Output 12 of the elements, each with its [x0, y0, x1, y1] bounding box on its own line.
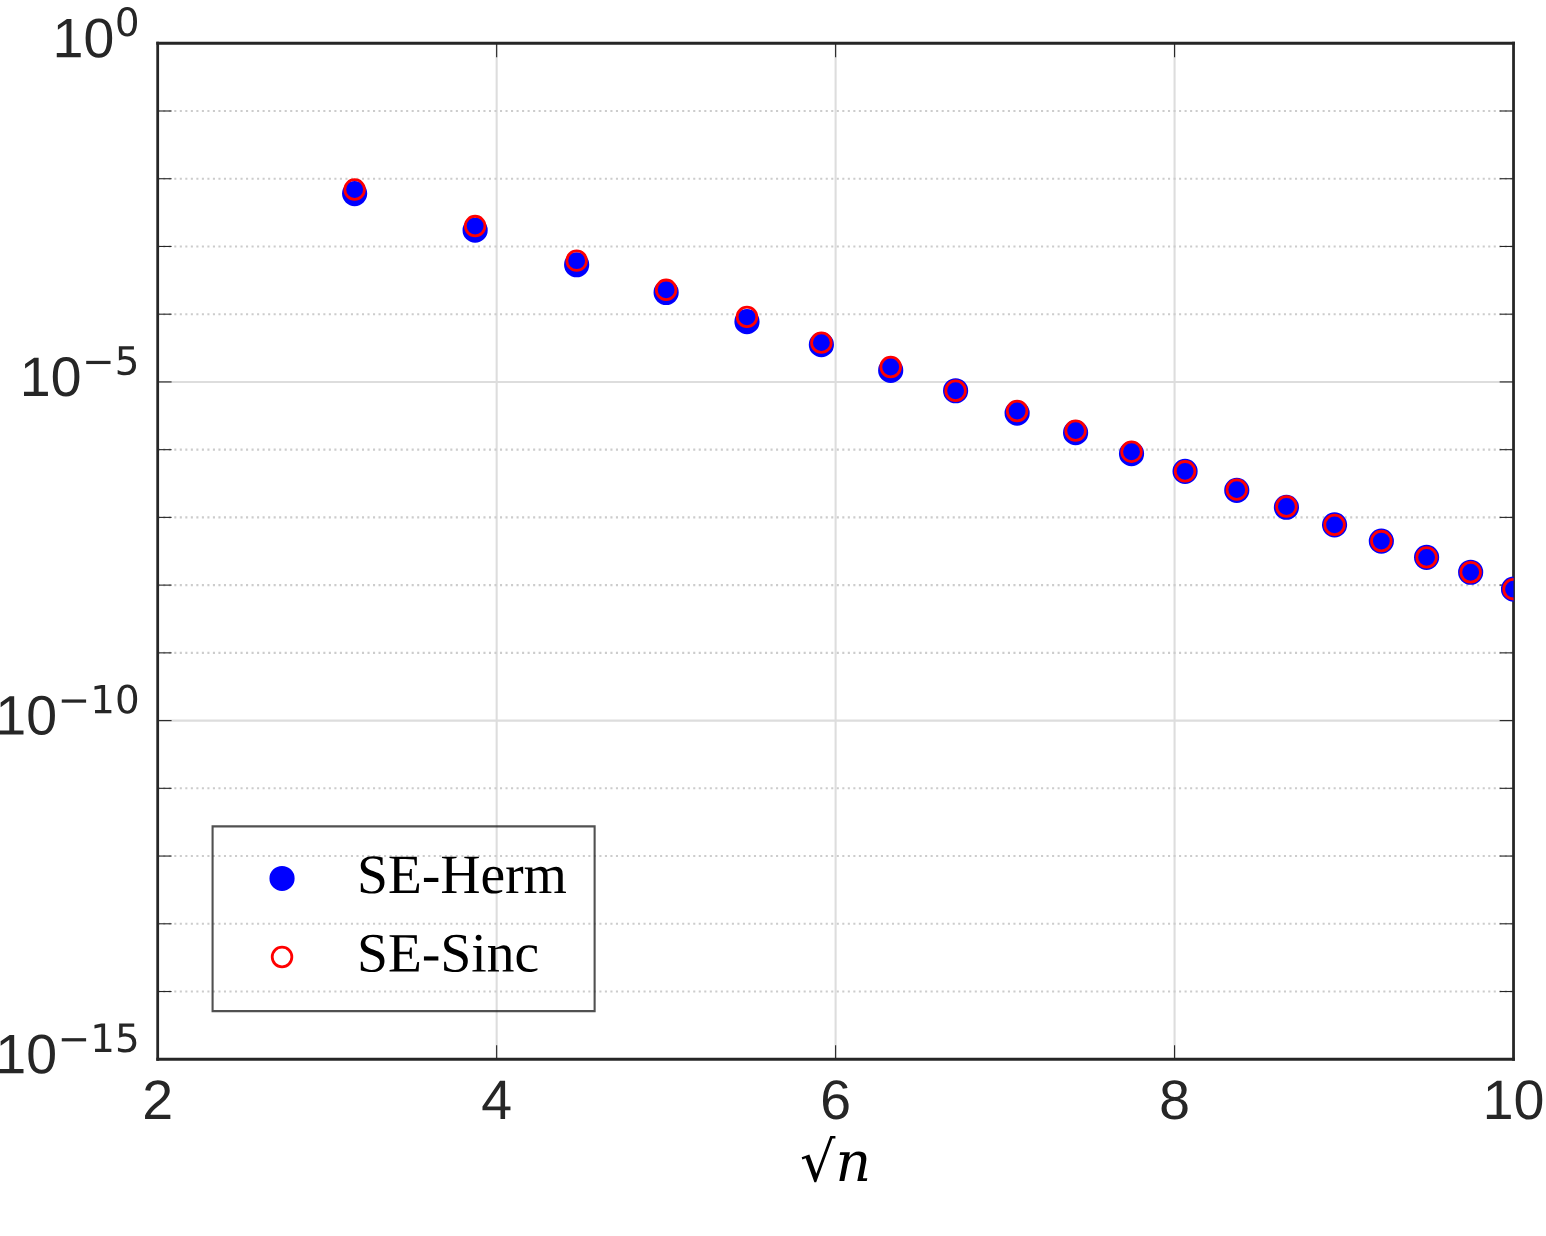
x-tick-label: 2 — [145, 1080, 171, 1119]
x-axis-title: √n — [801, 1135, 868, 1183]
x-tick-label: 6 — [822, 1080, 849, 1120]
y-tick-label: 10$^{−15}$ — [0, 1023, 137, 1074]
legend-label: SE-Herm — [360, 856, 566, 894]
x-tick-label: 10 — [1486, 1080, 1543, 1120]
x-tick-label: 8 — [1161, 1080, 1188, 1120]
legend-label: SE-Sinc — [360, 934, 538, 973]
y-tick-label: 10$^{−5}$ — [23, 346, 137, 397]
x-tick-label: 4 — [482, 1080, 511, 1119]
y-tick-label: 10$^{−10}$ — [0, 684, 138, 736]
y-tick-label: 10$^{0}$ — [56, 7, 138, 58]
